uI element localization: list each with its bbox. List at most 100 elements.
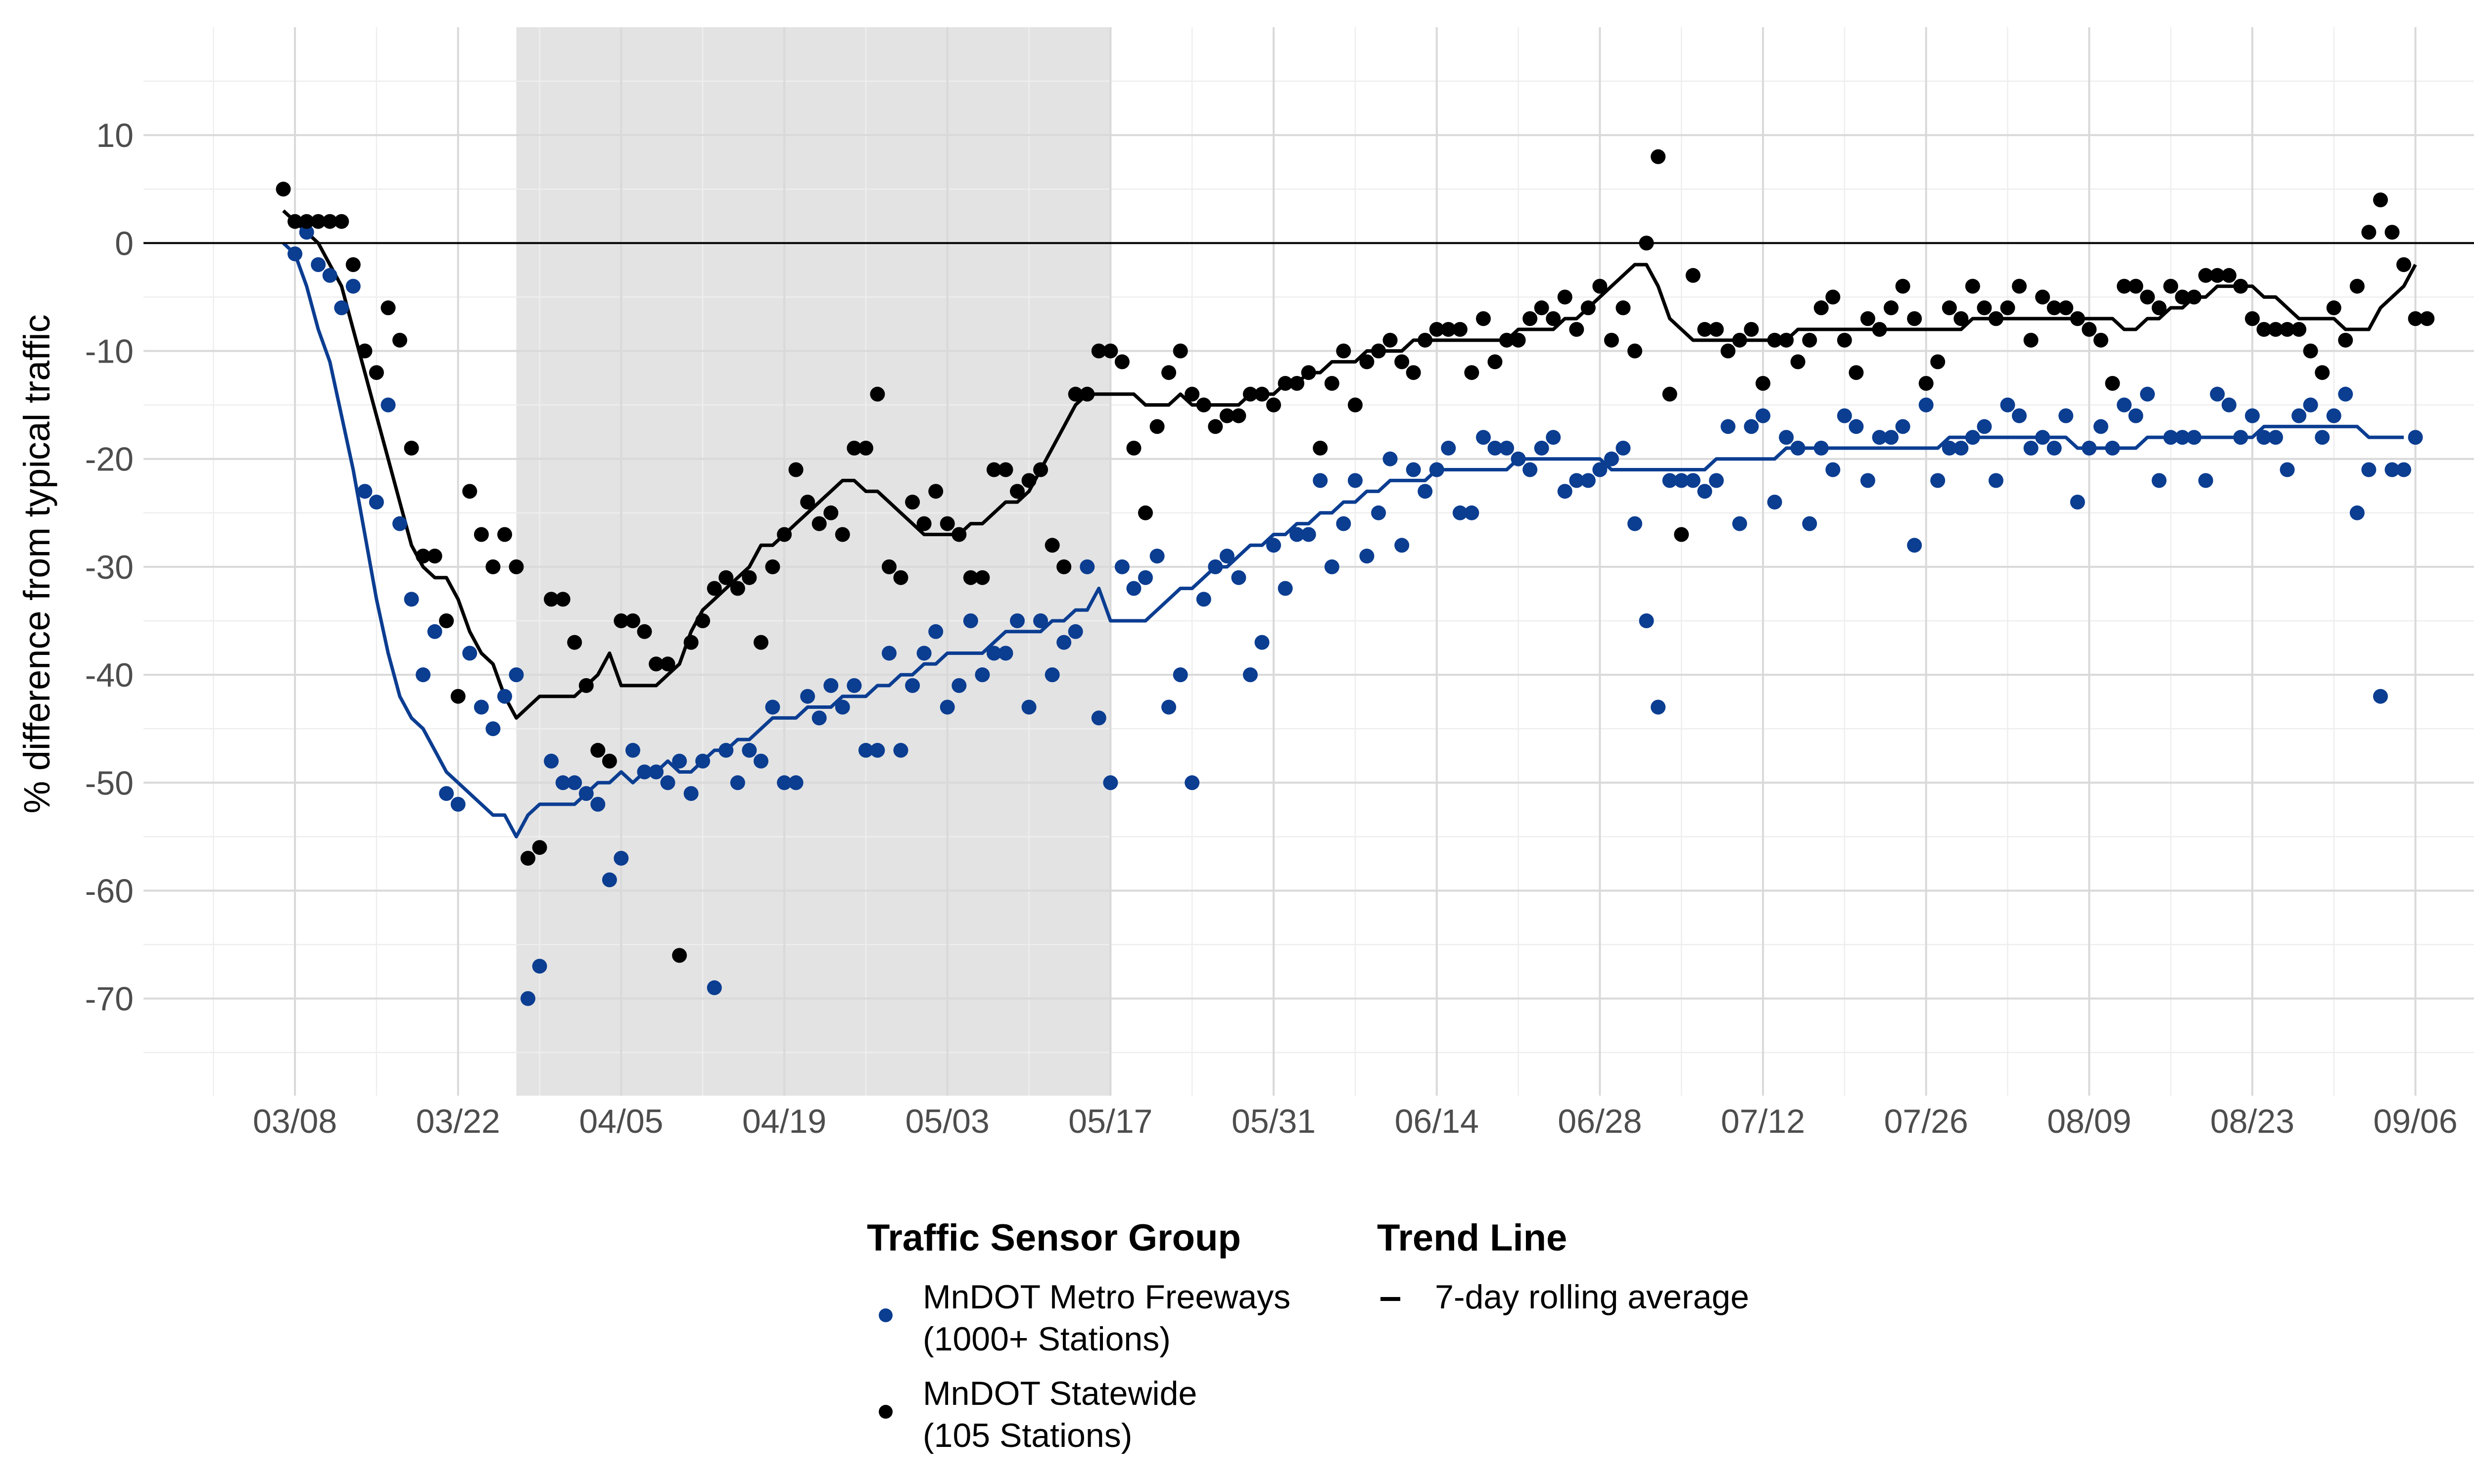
- data-point-metro: [1534, 440, 1549, 456]
- data-point-statewide: [2326, 300, 2341, 316]
- data-point-statewide: [1219, 408, 1235, 423]
- data-point-statewide: [2187, 289, 2202, 305]
- data-point-metro: [1756, 408, 1770, 423]
- data-point-statewide: [1511, 332, 1526, 348]
- data-point-statewide: [602, 753, 617, 769]
- data-point-metro: [1045, 667, 1060, 683]
- data-point-statewide: [625, 613, 640, 628]
- data-point-metro: [287, 246, 303, 262]
- data-point-metro: [1884, 430, 1899, 445]
- data-point-statewide: [1907, 311, 1922, 326]
- data-point-metro: [2315, 430, 2330, 445]
- data-point-statewide: [870, 386, 885, 402]
- data-point-metro: [1382, 451, 1398, 466]
- data-point-metro: [1278, 581, 1293, 596]
- data-point-statewide: [1441, 322, 1456, 337]
- data-point-statewide: [2233, 278, 2248, 294]
- data-point-statewide: [381, 300, 396, 316]
- data-point-statewide: [2046, 300, 2062, 316]
- data-point-metro: [975, 667, 990, 683]
- data-point-statewide: [2280, 322, 2295, 337]
- data-point-statewide: [893, 570, 908, 585]
- data-point-statewide: [1301, 365, 1316, 380]
- data-point-metro: [695, 753, 711, 769]
- data-point-metro: [963, 613, 978, 628]
- data-point-metro: [1254, 635, 1270, 650]
- data-point-statewide: [905, 495, 920, 510]
- y-tick-label: -50: [85, 764, 134, 802]
- data-point-metro: [462, 646, 477, 661]
- data-point-statewide: [322, 214, 337, 229]
- data-point-metro: [1779, 430, 1794, 445]
- data-point-statewide: [2082, 322, 2097, 337]
- data-point-statewide: [952, 527, 967, 542]
- data-point-statewide: [847, 440, 862, 456]
- data-point-metro: [1720, 419, 1736, 434]
- data-point-statewide: [2140, 289, 2155, 305]
- data-point-statewide: [2268, 322, 2284, 337]
- data-point-metro: [2082, 440, 2097, 456]
- data-point-statewide: [1161, 365, 1177, 380]
- shaded-region-rect: [516, 27, 1111, 1096]
- data-point-metro: [578, 786, 594, 801]
- data-point-statewide: [485, 559, 501, 574]
- data-point-metro: [1860, 473, 1875, 488]
- data-point-metro: [2070, 495, 2085, 510]
- data-point-statewide: [1802, 332, 1817, 348]
- data-point-metro: [1837, 408, 1852, 423]
- data-point-statewide: [754, 635, 768, 650]
- data-point-metro: [742, 742, 757, 758]
- lockdown-shaded-region: [516, 27, 1111, 1096]
- data-point-statewide: [1010, 484, 1025, 499]
- data-point-statewide: [1382, 332, 1398, 348]
- legend-label-trend: 7-day rolling average: [1435, 1278, 1749, 1316]
- data-point-metro: [1942, 440, 1957, 456]
- legend-label-metro-line2: (1000+ Stations): [923, 1320, 1171, 1358]
- data-point-statewide: [1406, 365, 1421, 380]
- data-point-metro: [928, 624, 944, 639]
- data-point-statewide: [1546, 311, 1561, 326]
- data-point-metro: [1289, 527, 1305, 542]
- data-point-metro: [1068, 624, 1083, 639]
- data-point-statewide: [2303, 343, 2318, 359]
- data-point-statewide: [1056, 559, 1072, 574]
- data-point-metro: [1196, 592, 1211, 607]
- data-point-statewide: [2117, 278, 2132, 294]
- data-point-metro: [1802, 516, 1817, 531]
- data-point-metro: [1208, 559, 1223, 574]
- legend-key-statewide: [879, 1405, 893, 1419]
- y-tick-label: -30: [85, 549, 134, 586]
- data-points: [276, 149, 2435, 1006]
- data-point-statewide: [1744, 322, 1759, 337]
- data-point-metro: [614, 851, 629, 866]
- data-point-statewide: [1196, 397, 1211, 413]
- data-point-metro: [1988, 473, 2003, 488]
- data-point-statewide: [1720, 343, 1736, 359]
- data-point-metro: [1185, 775, 1200, 790]
- data-point-statewide: [345, 257, 361, 272]
- data-point-statewide: [450, 689, 466, 704]
- data-point-statewide: [311, 214, 326, 229]
- data-point-statewide: [1685, 268, 1701, 283]
- data-point-statewide: [2151, 300, 2167, 316]
- data-point-statewide: [2000, 300, 2015, 316]
- data-point-statewide: [590, 742, 606, 758]
- data-point-statewide: [2396, 257, 2412, 272]
- data-point-metro: [1709, 473, 1724, 488]
- data-point-statewide: [532, 840, 547, 855]
- data-point-metro: [1639, 613, 1654, 628]
- data-point-metro: [1324, 559, 1339, 574]
- data-point-metro: [2326, 408, 2341, 423]
- data-point-metro: [1511, 451, 1526, 466]
- data-point-statewide: [614, 613, 629, 628]
- data-point-metro: [474, 699, 489, 715]
- data-point-statewide: [963, 570, 978, 585]
- trend-lines: [282, 209, 2417, 838]
- data-point-metro: [1138, 570, 1153, 585]
- data-point-statewide: [975, 570, 990, 585]
- data-point-metro: [1546, 430, 1561, 445]
- data-point-statewide: [1487, 354, 1503, 370]
- data-point-statewide: [1639, 235, 1654, 251]
- data-point-statewide: [1697, 322, 1713, 337]
- data-point-metro: [1149, 549, 1165, 564]
